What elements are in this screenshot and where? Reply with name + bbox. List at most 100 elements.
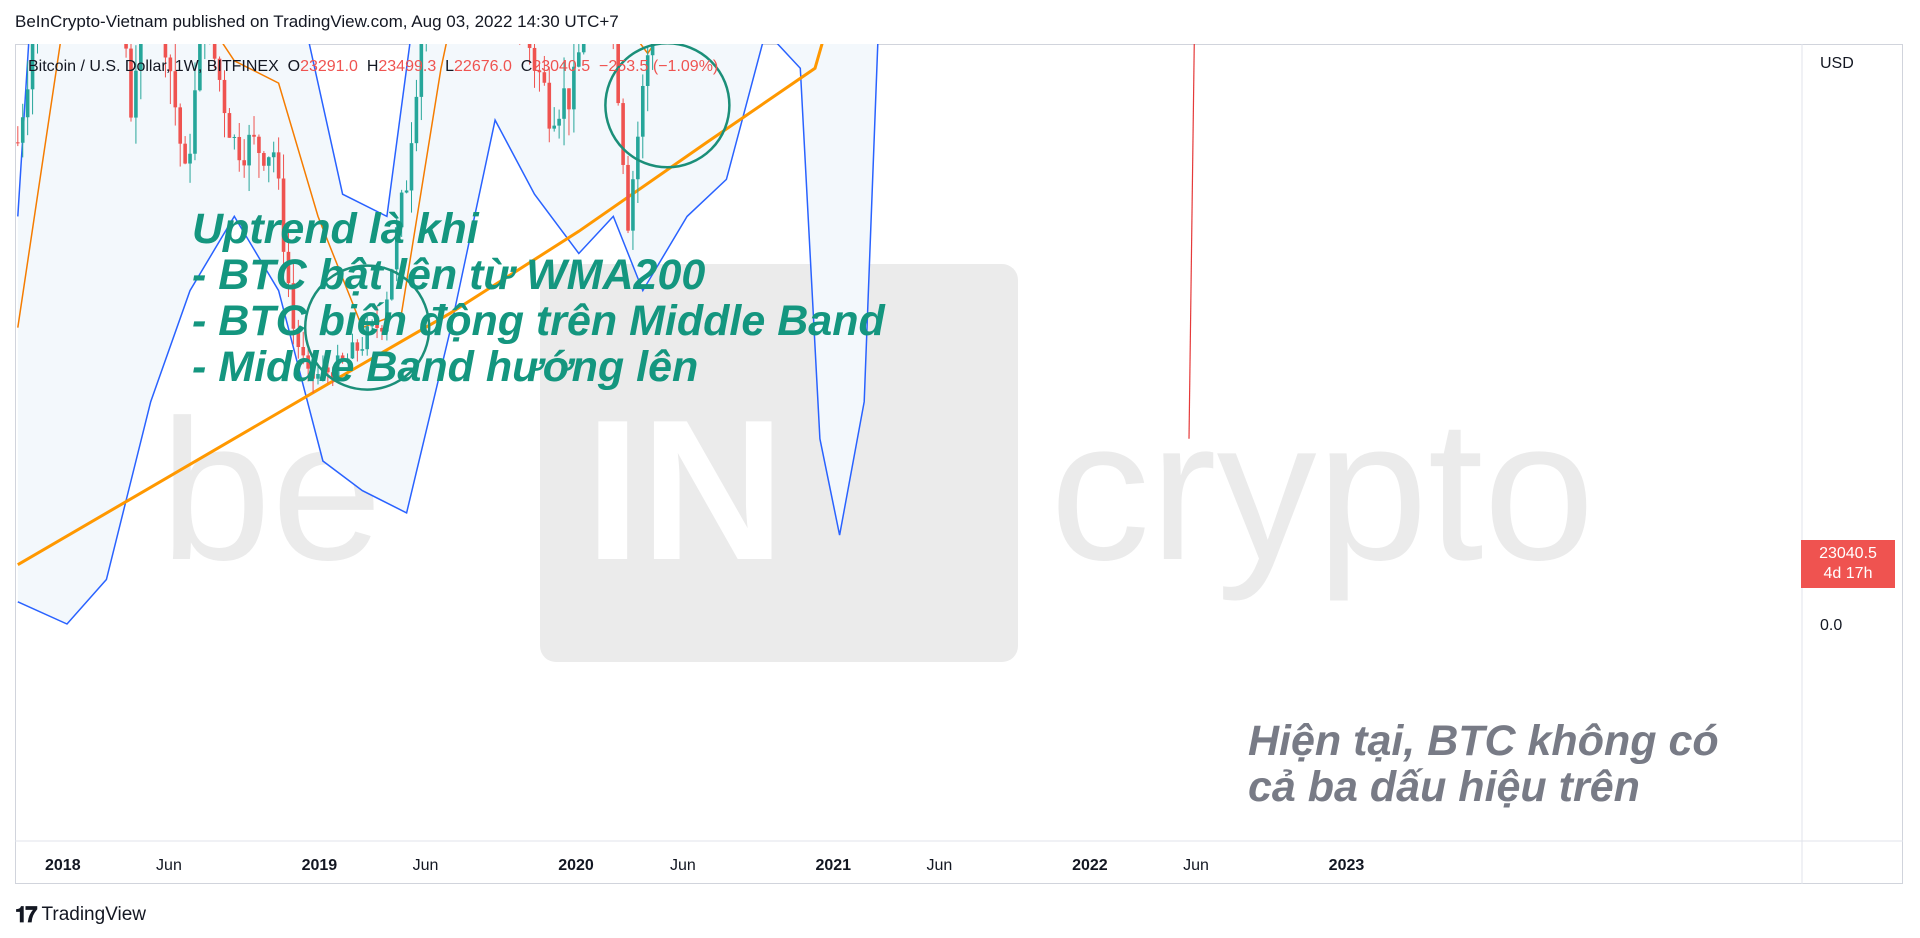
candle-body [247, 134, 251, 166]
candle-body [326, 367, 330, 373]
time-tick-label: 2022 [1072, 857, 1108, 874]
last-price-badge: 23040.5 4d 17h [1801, 540, 1895, 588]
candle-body [572, 66, 576, 110]
candle-body [365, 326, 370, 350]
open-label: O [287, 58, 301, 75]
candle-body [163, 44, 168, 58]
candle-body [232, 136, 237, 138]
candle-body [394, 227, 399, 270]
tradingview-logo[interactable]: 𝟏𝟕 TradingView [15, 902, 146, 928]
price-chart[interactable]: be IN crypto 70000.060000.050000.040000.… [15, 44, 1903, 884]
candle-body [645, 55, 650, 86]
candle-body [276, 152, 281, 179]
price-axis[interactable]: 70000.060000.050000.040000.030000.020000… [1801, 44, 1878, 884]
highlight-circle-green [604, 44, 731, 169]
time-tick-label: Jun [413, 857, 439, 874]
time-tick-label: 2023 [1329, 857, 1365, 874]
candle-body [419, 44, 424, 97]
candle-body [316, 374, 320, 379]
candle-body [222, 79, 227, 114]
candle-body [129, 48, 133, 118]
candle-body [616, 44, 620, 104]
published-by-text: BeInCrypto-Vietnam published on TradingV… [15, 12, 619, 31]
candle-body [30, 44, 35, 90]
middle-band-line [17, 44, 655, 329]
annotation-line: cả ba dấu hiệu trên [1248, 763, 1640, 811]
candle-body [227, 113, 232, 138]
time-tick-label: 2018 [45, 857, 81, 874]
candle-body [311, 368, 315, 379]
candle-body [16, 142, 20, 144]
time-tick-label: 2020 [558, 857, 594, 874]
candle-body [301, 347, 306, 356]
time-tick-label: 2021 [815, 857, 851, 874]
candle-body [567, 88, 571, 110]
chart-frame [15, 44, 1903, 884]
candle-body [557, 118, 561, 126]
candle-body [178, 107, 183, 144]
candle-body [399, 192, 404, 228]
candle-body [335, 355, 340, 380]
candle-body [183, 143, 187, 164]
candle-body [581, 44, 586, 53]
candle-body [217, 58, 222, 80]
symbol-legend: Bitcoin / U.S. Dollar, 1W, BITFINEX O232… [28, 58, 718, 76]
watermark-crypto: crypto [1050, 379, 1595, 602]
candle-body [537, 70, 542, 73]
last-price-value: 23040.5 [1819, 545, 1877, 562]
tradingview-brand: TradingView [41, 904, 147, 925]
candle-body [291, 283, 296, 329]
candle-body [547, 82, 552, 129]
candle-body [552, 125, 557, 129]
currency-label: USD [1820, 55, 1854, 72]
candle-body [636, 136, 640, 180]
change-value: −253.5 (−1.09%) [599, 58, 719, 75]
candle-body [345, 358, 350, 361]
candle-body [193, 90, 197, 154]
annotation-line: Uptrend là khi [192, 205, 479, 253]
candle-body [650, 44, 655, 56]
candle-body [562, 88, 566, 119]
price-tick-label: 0.0 [1820, 617, 1842, 634]
time-tick-label: Jun [670, 857, 696, 874]
candle-body [340, 355, 345, 361]
candle-body [404, 190, 409, 193]
candle-body [168, 57, 173, 72]
candle-body [212, 44, 217, 59]
candle-body [370, 322, 374, 327]
candles-layer [16, 44, 655, 393]
candle-body [139, 44, 143, 71]
candle-body [385, 299, 389, 332]
time-axis[interactable]: 2018 Jun 2019 Jun 2020 Jun 2021 Jun 2022 Jun 2023 [15, 840, 1903, 874]
candle-body [355, 342, 360, 351]
bollinger-band-fill [17, 44, 878, 624]
watermark-box [540, 264, 1018, 662]
candle-body [257, 136, 261, 154]
candle-body [266, 157, 271, 166]
candle-body [330, 372, 335, 380]
wma200-line [17, 44, 824, 566]
candle-body [242, 160, 246, 166]
close-label: C [520, 58, 533, 75]
candle-body [237, 136, 242, 161]
arrow-line [1188, 44, 1195, 439]
candle-body [296, 328, 301, 348]
candle-body [577, 52, 581, 67]
candle-body [626, 164, 630, 231]
uptrend-annotation: Uptrend là khi - BTC bật lên từ WMA200 -… [192, 206, 885, 390]
candle-body [20, 117, 25, 143]
time-tick-label: 2019 [302, 857, 338, 874]
high-label: H [366, 58, 379, 75]
candle-body [252, 134, 256, 137]
lower-band-line [17, 44, 879, 625]
candle-body [262, 153, 266, 166]
candle-body [414, 96, 419, 144]
annotation-line: - Middle Band hướng lên [192, 343, 699, 391]
candle-body [631, 179, 635, 231]
current-status-annotation: Hiện tại, BTC không có cả ba dấu hiệu tr… [1248, 718, 1719, 810]
candle-body [375, 322, 379, 328]
candle-body [271, 152, 276, 158]
time-tick-label: Jun [927, 857, 953, 874]
open-value: 23291.0 [300, 58, 358, 75]
candle-body [542, 72, 547, 83]
